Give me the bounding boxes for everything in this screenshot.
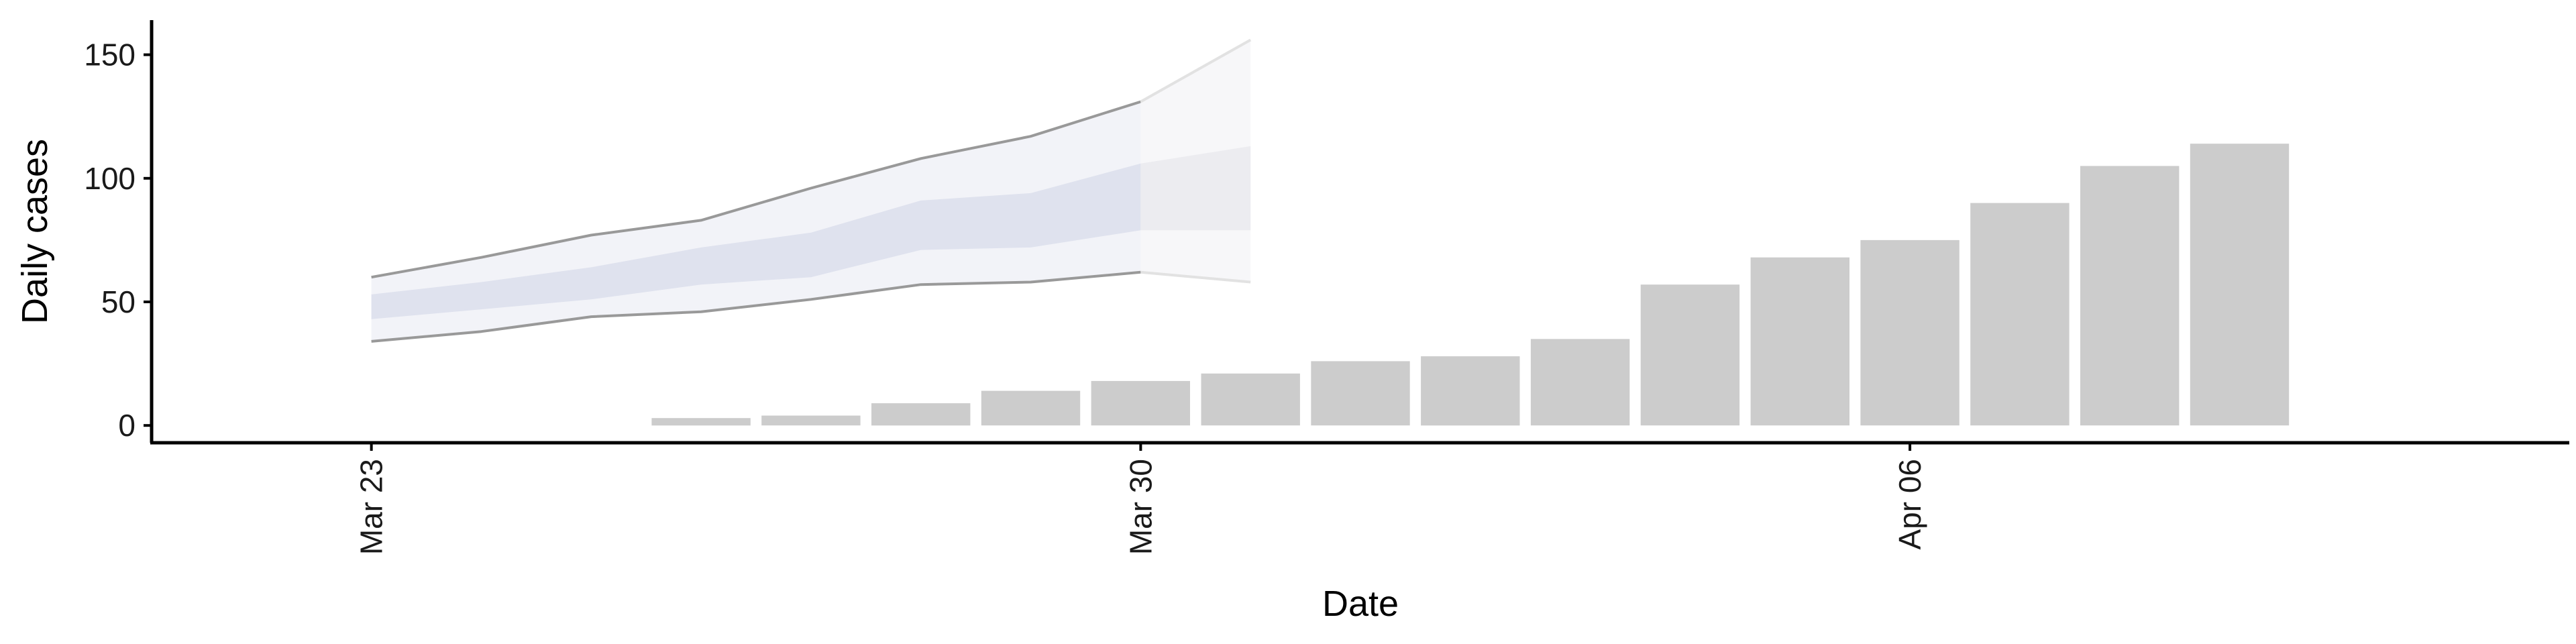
bar-2020-04-01 [1311, 361, 1410, 426]
x-tick-label-2020-03-23: Mar 23 [354, 459, 389, 555]
forecast-band-50 [1140, 146, 1251, 231]
x-tick-label-2020-03-30: Mar 30 [1123, 459, 1158, 555]
bar-2020-04-08 [2080, 166, 2180, 426]
y-ticks: 0 50 100 150 [84, 38, 152, 443]
forecast-lower-line [1140, 270, 1251, 284]
case-bars [651, 144, 2290, 426]
y-axis-title: Daily cases [15, 139, 55, 324]
bar-2020-04-06 [1860, 239, 1960, 426]
bar-2020-04-05 [1750, 257, 1849, 426]
forecast-upper-line [1140, 38, 1252, 103]
axes [150, 20, 2569, 445]
y-tick-label-0: 0 [118, 408, 136, 443]
y-tick-label-100: 100 [84, 161, 136, 196]
y-tick-label-50: 50 [101, 284, 136, 319]
estimate-lower-line [371, 270, 1141, 343]
estimate-band-50 [371, 163, 1141, 319]
bar-2020-04-07 [1970, 203, 2070, 426]
bar-2020-03-31 [1201, 373, 1300, 426]
bar-2020-03-30 [1091, 380, 1190, 426]
bar-2020-04-09 [2190, 144, 2290, 426]
y-tick-label-150: 150 [84, 38, 136, 72]
estimate-bands [371, 38, 1252, 343]
bar-2020-04-03 [1530, 339, 1630, 426]
estimate-upper-line [371, 100, 1142, 279]
x-ticks: Mar 23 Mar 30 Apr 06 [354, 443, 1927, 555]
x-tick-label-2020-04-06: Apr 06 [1892, 459, 1927, 550]
bar-2020-04-02 [1421, 356, 1520, 426]
bar-2020-03-26 [651, 418, 751, 426]
bar-2020-03-29 [981, 390, 1081, 426]
bar-2020-04-04 [1640, 284, 1740, 426]
bar-2020-03-27 [761, 415, 861, 426]
bar-2020-03-28 [871, 403, 971, 426]
x-axis-title: Date [1322, 584, 1399, 624]
